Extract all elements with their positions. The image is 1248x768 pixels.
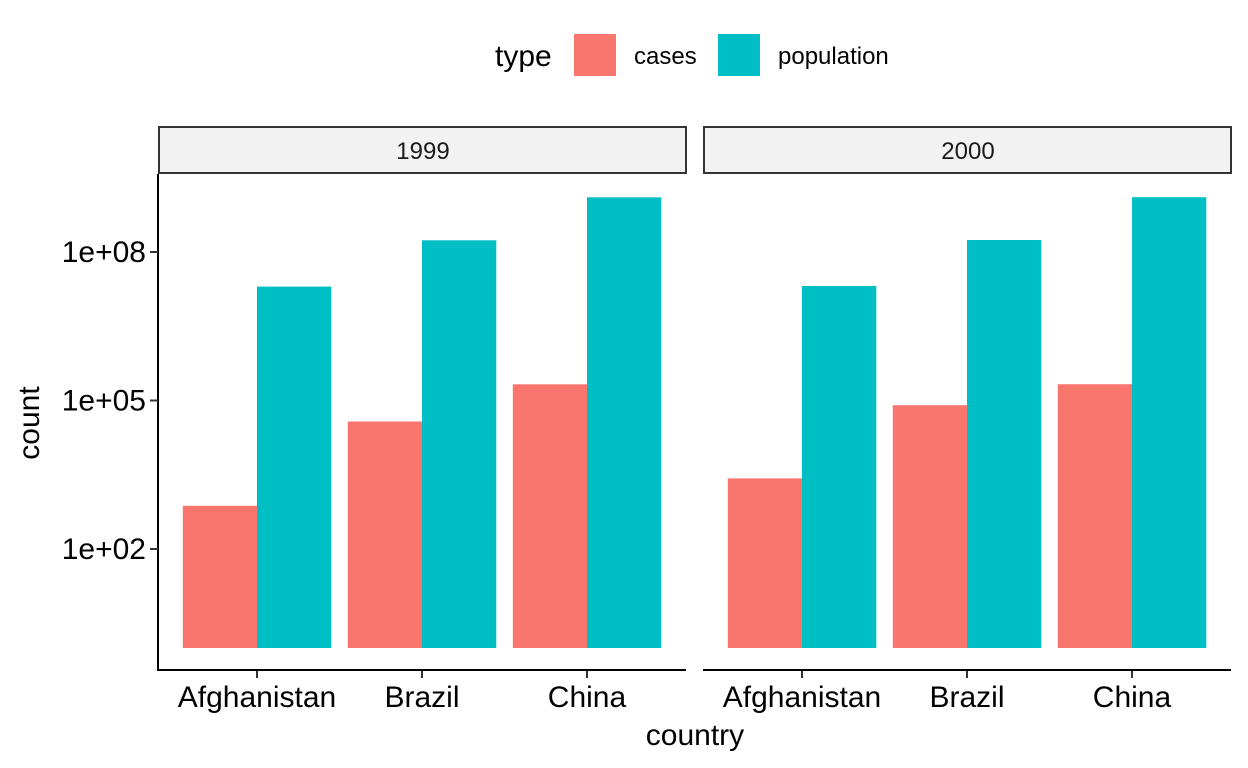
- bar-population-brazil-2000: [967, 240, 1042, 648]
- y-tick-label: 1e+08: [62, 236, 146, 269]
- bar-cases-brazil-1999: [347, 421, 423, 648]
- x-tick-label: Afghanistan: [178, 681, 336, 714]
- bar-population-afghanistan-1999: [257, 286, 332, 648]
- bar-population-china-2000: [1132, 197, 1207, 648]
- bar-population-china-1999: [587, 197, 662, 649]
- y-axis-title: count: [13, 386, 46, 460]
- bar-population-brazil-1999: [422, 240, 497, 649]
- facet-strip: [703, 126, 1232, 174]
- panel-2000: 2000 Afghanistan Brazil China: [703, 126, 1232, 714]
- facet-panels: 1999 Afghanistan Brazil China 2000 Afghanista…: [158, 126, 1232, 714]
- facet-strip: [158, 126, 687, 174]
- x-tick-label: China: [1093, 681, 1172, 714]
- legend-label-cases: cases: [634, 43, 697, 70]
- legend: type cases population: [495, 34, 889, 76]
- x-tick-label: Brazil: [384, 681, 459, 714]
- y-axis: 1e+02 1e+05 1e+08: [62, 174, 159, 671]
- legend-key-cases: [574, 34, 616, 76]
- x-tick-label: Brazil: [929, 681, 1004, 714]
- panel-1999: 1999 Afghanistan Brazil China: [158, 126, 687, 714]
- bar-cases-afghanistan-1999: [182, 505, 258, 648]
- bar-cases-china-1999: [512, 384, 588, 648]
- bar-cases-china-2000: [1057, 384, 1133, 648]
- facet-strip-label: 2000: [941, 138, 994, 165]
- bar-cases-afghanistan-2000: [727, 478, 803, 648]
- y-tick-label: 1e+05: [62, 385, 146, 418]
- x-axis-title: country: [646, 719, 744, 752]
- x-tick-label: Afghanistan: [723, 681, 881, 714]
- y-tick-label: 1e+02: [62, 533, 146, 566]
- bar-cases-brazil-2000: [892, 405, 968, 648]
- x-tick-label: China: [548, 681, 627, 714]
- legend-label-population: population: [778, 43, 889, 70]
- facet-strip-label: 1999: [396, 138, 449, 165]
- legend-key-population: [718, 34, 760, 76]
- bar-population-afghanistan-2000: [802, 286, 877, 648]
- legend-title: type: [495, 40, 552, 73]
